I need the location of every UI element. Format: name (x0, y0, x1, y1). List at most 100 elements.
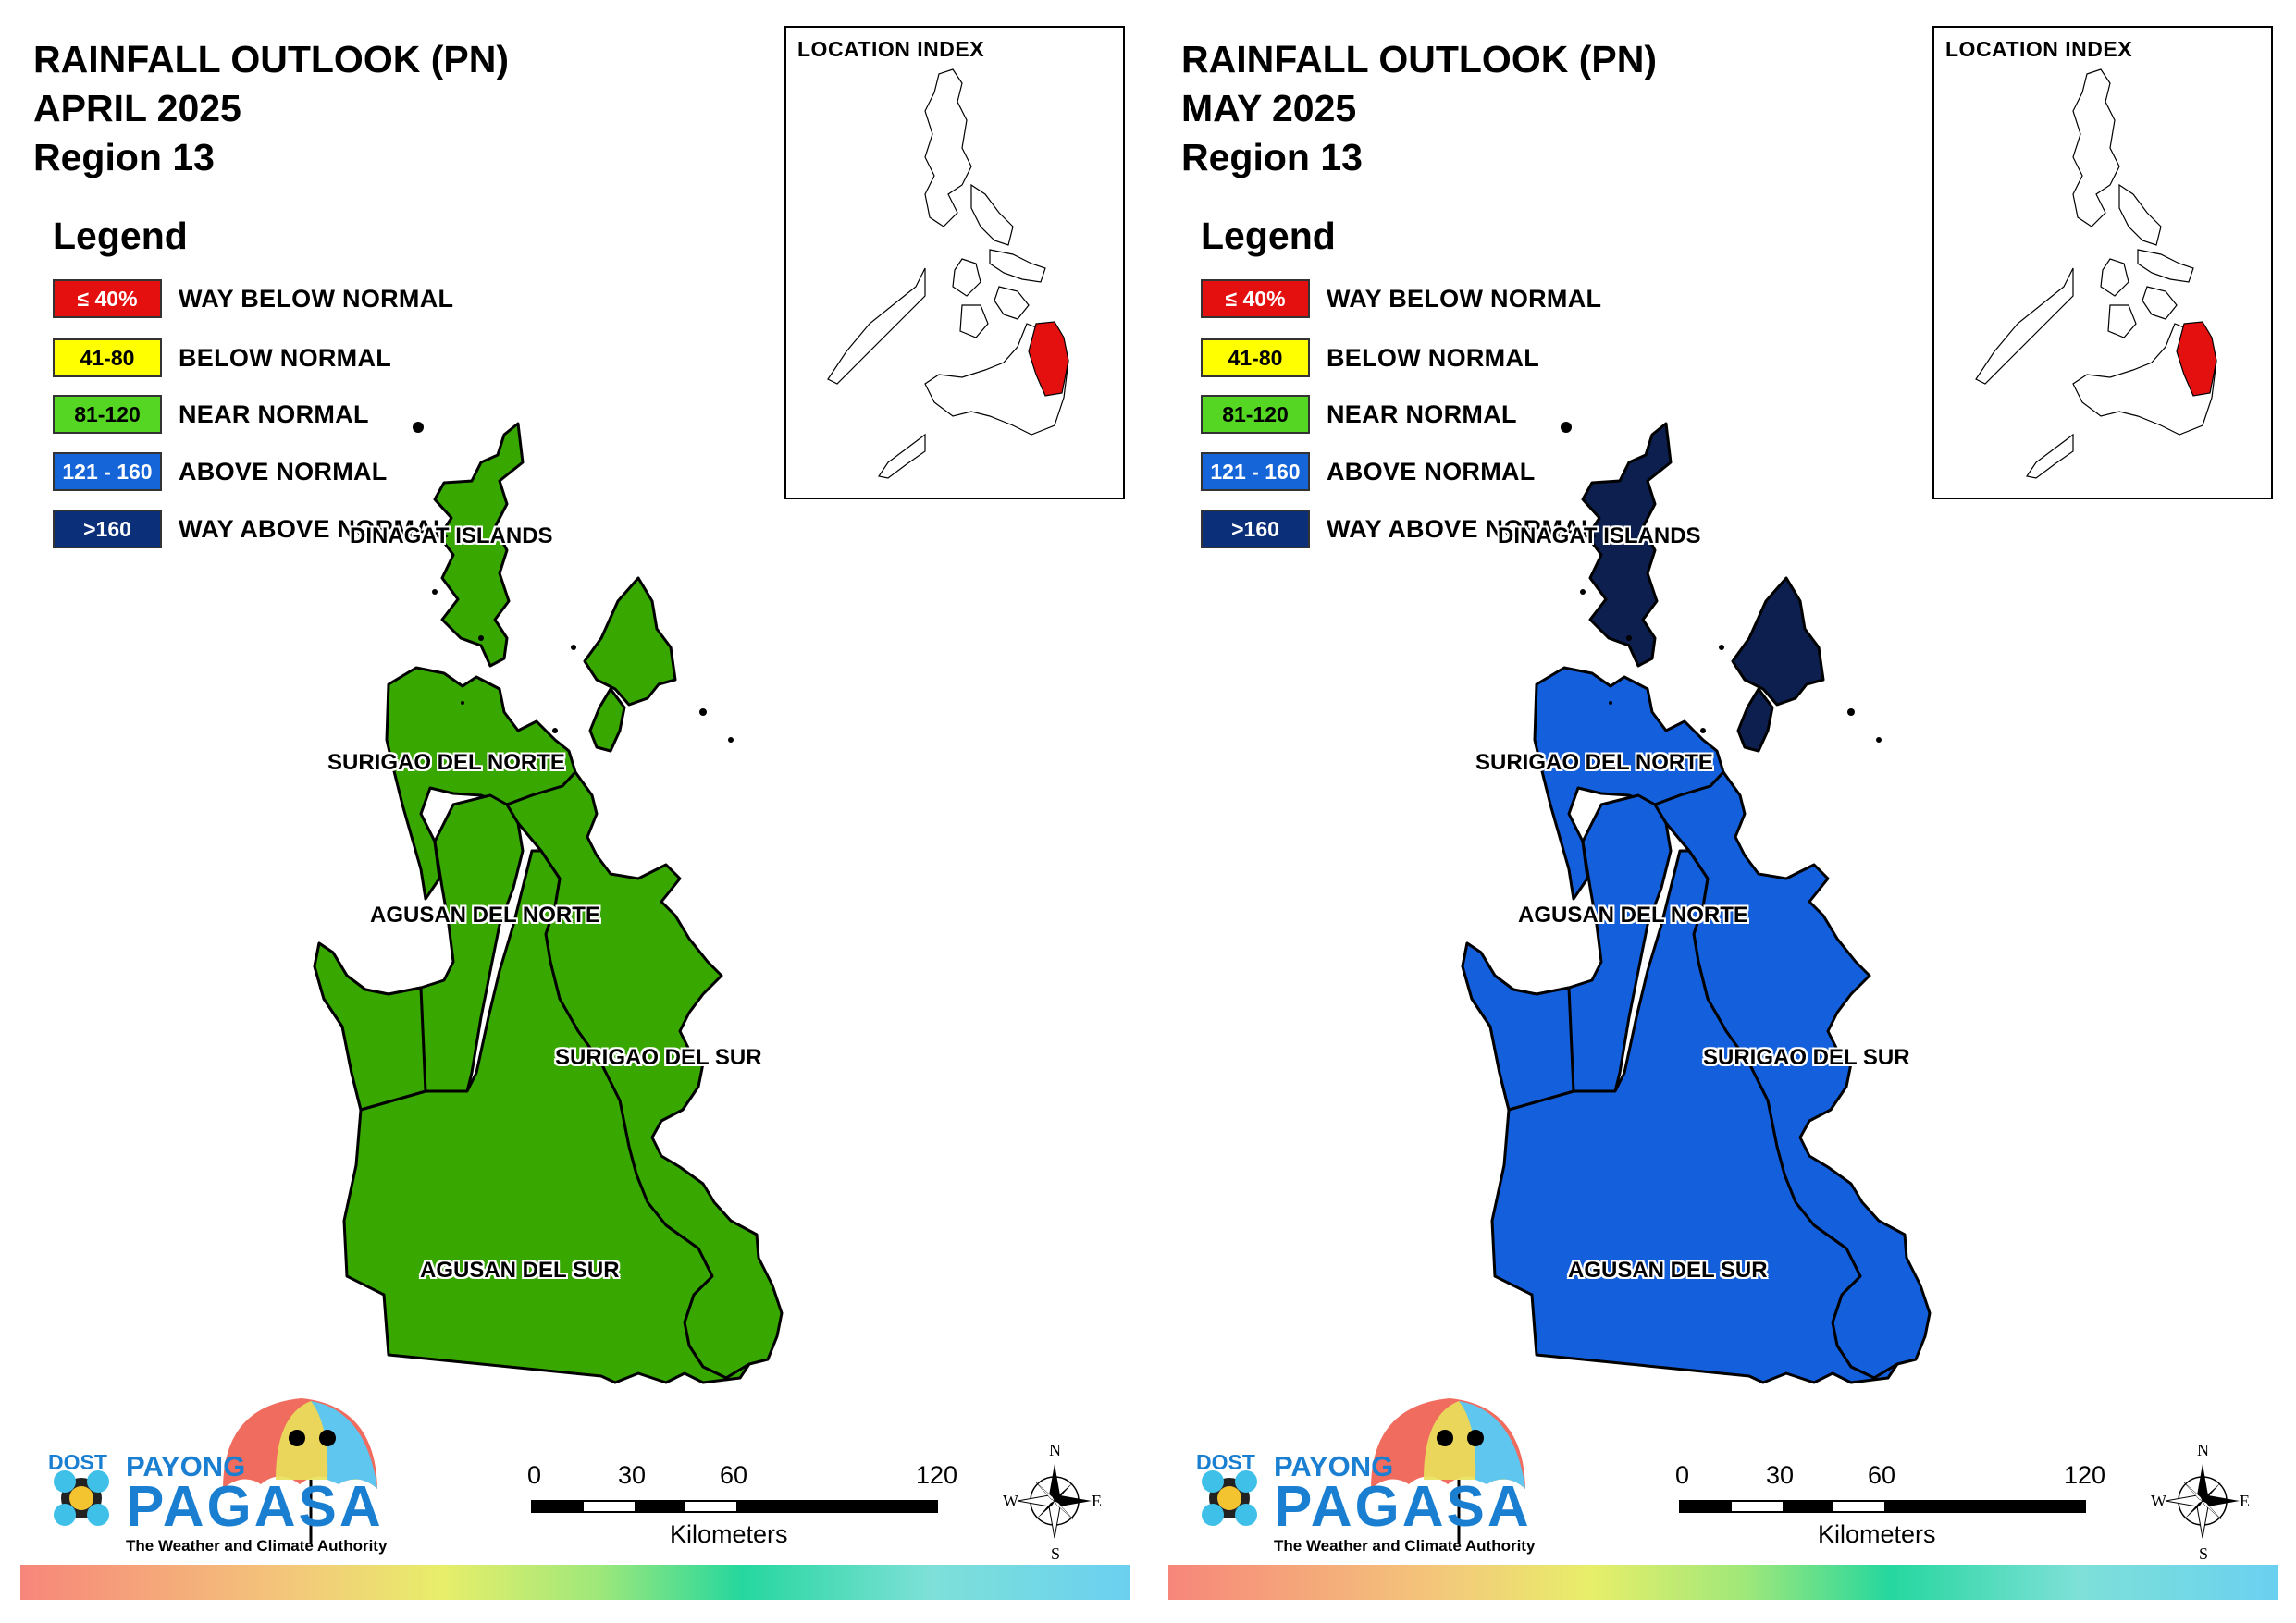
legend-swatch: 121 - 160 (1201, 452, 1310, 491)
logo-dost-text: DOST (48, 1450, 107, 1474)
scale-tick-label: 60 (1868, 1461, 1896, 1489)
compass-w: W (1003, 1492, 1018, 1510)
label-agusan-del-sur: AGUSAN DEL SUR (420, 1258, 620, 1283)
legend-swatch: >160 (1201, 510, 1310, 548)
map-title: RAINFALL OUTLOOK (PN) APRIL 2025 Region … (33, 35, 509, 182)
province-agusan-del-sur (342, 849, 751, 1384)
region-13-map (313, 422, 784, 1384)
compass-e: E (1092, 1492, 1102, 1510)
legend-row-way-above: >160 WAY ABOVE NORMAL (1201, 510, 1848, 550)
legend-row-way-above: >160 WAY ABOVE NORMAL (53, 510, 700, 550)
legend-row-near: 81-120 NEAR NORMAL (1201, 395, 1848, 436)
logo-dost-text: DOST (1196, 1450, 1255, 1474)
compass-e: E (2240, 1492, 2250, 1510)
compass-n: N (2197, 1441, 2209, 1459)
legend-label: ABOVE NORMAL (179, 458, 388, 486)
legend-swatch: ≤ 40% (1201, 279, 1310, 318)
label-surigao-del-sur: SURIGAO DEL SUR (1703, 1045, 1910, 1070)
umbrella-icon (1202, 1398, 1525, 1544)
location-index-inset: LOCATION INDEX (1932, 26, 2273, 499)
legend-row-way-below: ≤ 40% WAY BELOW NORMAL (53, 279, 700, 320)
scale-tick-label: 30 (618, 1461, 647, 1489)
province-agusan-del-sur (1490, 849, 1899, 1384)
legend-label: WAY BELOW NORMAL (179, 285, 454, 313)
north-arrow: N S E W (1003, 1441, 1102, 1563)
location-index-inset: LOCATION INDEX (784, 26, 1125, 499)
label-agusan-del-sur: AGUSAN DEL SUR (1568, 1258, 1768, 1283)
title-line-2: MAY 2025 (1181, 87, 1357, 129)
philippines-outline-map (1975, 68, 2217, 479)
scale-bar: 0 30 60 120 Kilometers (1675, 1461, 2119, 1563)
scale-bar: 0 30 60 120 Kilometers (527, 1461, 971, 1563)
scale-bar-graphic (1679, 1500, 2086, 1513)
scale-tick-label: 0 (1675, 1461, 1690, 1489)
logo-tagline: The Weather and Climate Authority (1274, 1537, 1536, 1555)
logo-pagasa-text: PAGASA (126, 1475, 384, 1539)
inset-title: LOCATION INDEX (797, 37, 985, 61)
legend-row-above: 121 - 160 ABOVE NORMAL (53, 452, 700, 493)
province-agusan-del-norte-west (313, 941, 427, 1112)
scale-bar-graphic (531, 1500, 938, 1513)
legend-title: Legend (53, 215, 188, 257)
legend-swatch: >160 (53, 510, 162, 548)
title-line-3: Region 13 (1181, 136, 1363, 178)
north-arrow: N S E W (2151, 1441, 2250, 1563)
footer-gradient-bar (20, 1565, 1130, 1600)
scale-tick-label: 0 (527, 1461, 542, 1489)
logo-payong-text: PAYONG (126, 1450, 246, 1482)
legend-label: NEAR NORMAL (179, 400, 369, 428)
label-dinagat-islands: DINAGAT ISLANDS (350, 523, 553, 548)
label-surigao-del-norte: SURIGAO DEL NORTE (1475, 750, 1713, 775)
title-line-1: RAINFALL OUTLOOK (PN) (33, 38, 509, 80)
legend-row-above: 121 - 160 ABOVE NORMAL (1201, 452, 1848, 493)
title-line-1: RAINFALL OUTLOOK (PN) (1181, 38, 1657, 80)
scale-tick-label: 120 (2064, 1461, 2106, 1489)
compass-s: S (1051, 1544, 1061, 1563)
legend-swatch: 121 - 160 (53, 452, 162, 491)
legend-label: BELOW NORMAL (1327, 344, 1540, 372)
compass-n: N (1049, 1441, 1061, 1459)
compass-w: W (2151, 1492, 2166, 1510)
panel-may: RAINFALL OUTLOOK (PN) MAY 2025 Region 13 (1148, 0, 2296, 1623)
legend-row-below: 41-80 BELOW NORMAL (1201, 338, 1848, 379)
legend-swatch: 81-120 (53, 395, 162, 434)
inset-title: LOCATION INDEX (1945, 37, 2133, 61)
legend-row-below: 41-80 BELOW NORMAL (53, 338, 700, 379)
legend-swatch: ≤ 40% (53, 279, 162, 318)
umbrella-icon (54, 1398, 377, 1544)
payong-pagasa-logo: DOST PAYONG PAGASA The Weather and Clima… (33, 1387, 403, 1563)
scale-tick-label: 30 (1766, 1461, 1795, 1489)
compass-s: S (2199, 1544, 2209, 1563)
legend-label: WAY BELOW NORMAL (1327, 285, 1602, 313)
logo-payong-text: PAYONG (1274, 1450, 1394, 1482)
legend-label: BELOW NORMAL (179, 344, 392, 372)
province-agusan-del-norte-west (1461, 941, 1575, 1112)
logo-pagasa-text: PAGASA (1274, 1475, 1532, 1539)
province-siargao-islet (588, 687, 626, 753)
legend-title: Legend (1201, 215, 1336, 257)
legend-swatch: 41-80 (1201, 338, 1310, 377)
legend-label: WAY ABOVE NORMAL (1327, 515, 1597, 543)
label-surigao-del-sur: SURIGAO DEL SUR (555, 1045, 762, 1070)
logo-tagline: The Weather and Climate Authority (126, 1537, 388, 1555)
compass-rose-icon (2165, 1464, 2240, 1539)
legend-row-near: 81-120 NEAR NORMAL (53, 395, 700, 436)
legend-row-way-below: ≤ 40% WAY BELOW NORMAL (1201, 279, 1848, 320)
payong-pagasa-logo: DOST PAYONG PAGASA The Weather and Clima… (1181, 1387, 1551, 1563)
legend-label: ABOVE NORMAL (1327, 458, 1536, 486)
panel-april: RAINFALL OUTLOOK (PN) APRIL 2025 Region … (20, 26, 1130, 1600)
map-title: RAINFALL OUTLOOK (PN) MAY 2025 Region 13 (1181, 35, 1657, 182)
legend-swatch: 41-80 (53, 338, 162, 377)
label-agusan-del-norte: AGUSAN DEL NORTE (370, 903, 600, 928)
province-dinagat-islands-east (1731, 576, 1825, 707)
scale-unit: Kilometers (670, 1520, 788, 1548)
label-agusan-del-norte: AGUSAN DEL NORTE (1518, 903, 1748, 928)
scale-tick-label: 60 (720, 1461, 748, 1489)
legend-label: WAY ABOVE NORMAL (179, 515, 449, 543)
footer-gradient-bar (1168, 1565, 2278, 1600)
province-dinagat-islands (1581, 422, 1673, 668)
scale-tick-label: 120 (916, 1461, 958, 1489)
province-dinagat-islands-east (583, 576, 677, 707)
philippines-outline-map (827, 68, 1069, 479)
compass-rose-icon (1017, 1464, 1092, 1539)
